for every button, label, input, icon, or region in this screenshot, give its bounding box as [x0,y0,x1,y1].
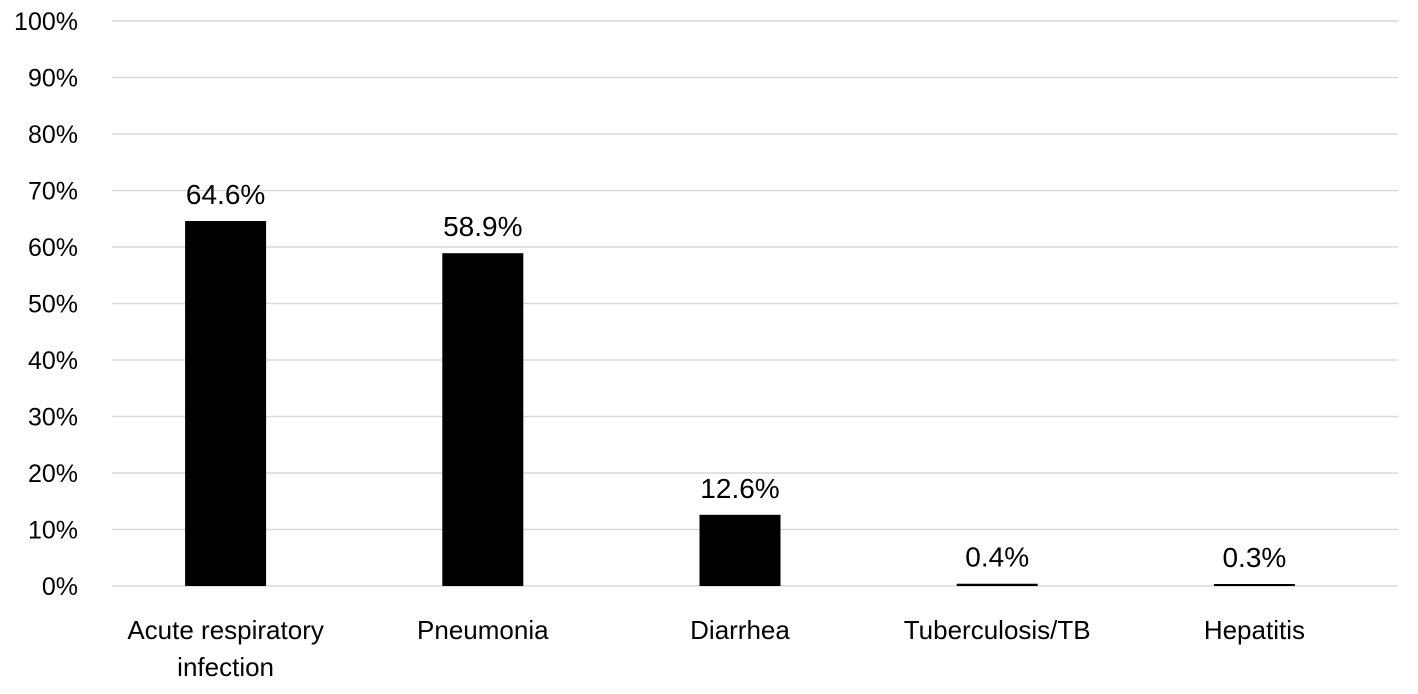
data-labels: 64.6% 58.9% 12.6% 0.4% 0.3% [186,179,1286,573]
x-category-label: Tuberculosis/TB [904,615,1091,645]
bar [1213,584,1295,586]
x-axis-category-labels: Acute respiratory infection Pneumonia Diarr… [127,615,1305,682]
y-tick-label: 30% [28,404,78,432]
x-category-label: Diarrhea [690,615,790,645]
y-tick-label: 0% [42,573,78,601]
data-label: 0.3% [1222,542,1286,573]
y-tick-label: 80% [28,121,78,149]
x-category-label: Hepatitis [1204,615,1305,645]
x-category-label: Acute respiratory [127,615,324,645]
x-category-label: Pneumonia [417,615,549,645]
bar [442,253,524,586]
bar [956,583,1038,586]
y-tick-label: 20% [28,460,78,488]
data-label: 12.6% [700,473,779,504]
x-category-label: infection [177,652,274,682]
y-tick-label: 50% [28,291,78,319]
y-tick-label: 90% [28,65,78,93]
data-label: 64.6% [186,179,265,210]
bars [185,221,1295,586]
y-axis-tick-labels: 0% 10% 20% 30% 40% 50% 60% 70% 80% 90% 100% [14,8,78,601]
gridlines [112,20,1398,587]
bar [699,514,781,586]
y-tick-label: 70% [28,178,78,206]
y-tick-label: 60% [28,234,78,262]
y-tick-label: 10% [28,517,78,545]
data-label: 58.9% [443,211,522,242]
data-label: 0.4% [965,542,1029,573]
y-tick-label: 40% [28,347,78,375]
y-tick-label: 100% [14,8,78,36]
bar [185,221,267,586]
